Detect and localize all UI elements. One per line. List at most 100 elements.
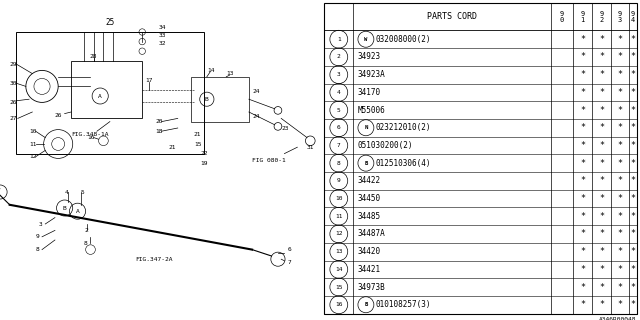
Text: 9
3: 9 3 <box>618 11 622 22</box>
Text: 34923A: 34923A <box>358 70 386 79</box>
Text: B: B <box>364 161 367 166</box>
Text: *: * <box>599 229 604 238</box>
Text: *: * <box>630 106 636 115</box>
Text: *: * <box>580 212 585 221</box>
Text: 24: 24 <box>252 114 260 119</box>
Text: 26: 26 <box>10 100 17 105</box>
Text: 16: 16 <box>87 135 95 140</box>
Text: *: * <box>580 247 585 256</box>
Text: 2: 2 <box>337 54 340 60</box>
Text: 9
0: 9 0 <box>560 11 564 22</box>
Text: *: * <box>630 283 636 292</box>
Text: 21: 21 <box>194 132 202 137</box>
Text: 28: 28 <box>90 53 97 59</box>
Text: *: * <box>618 265 623 274</box>
Text: 19: 19 <box>200 161 208 166</box>
Text: 023212010(2): 023212010(2) <box>376 123 431 132</box>
Text: 34170: 34170 <box>358 88 381 97</box>
Text: 12: 12 <box>335 231 342 236</box>
Text: 12: 12 <box>29 154 36 159</box>
Text: *: * <box>630 88 636 97</box>
Text: 15: 15 <box>194 141 202 147</box>
Text: *: * <box>599 35 604 44</box>
Text: B: B <box>205 97 209 102</box>
Text: *: * <box>599 106 604 115</box>
Text: *: * <box>599 88 604 97</box>
Text: 9: 9 <box>36 234 39 239</box>
Text: *: * <box>630 141 636 150</box>
Text: 012510306(4): 012510306(4) <box>376 159 431 168</box>
Text: *: * <box>630 35 636 44</box>
Text: *: * <box>618 247 623 256</box>
Text: *: * <box>618 70 623 79</box>
Text: 11: 11 <box>335 214 342 219</box>
Text: 8: 8 <box>84 241 88 246</box>
Text: A346R00048: A346R00048 <box>599 317 637 320</box>
Text: FIG.347-2A: FIG.347-2A <box>136 257 173 262</box>
Text: 34422: 34422 <box>358 176 381 185</box>
Text: 9
4: 9 4 <box>630 11 635 22</box>
Text: *: * <box>599 300 604 309</box>
Text: 34923: 34923 <box>358 52 381 61</box>
Bar <box>191 77 249 122</box>
Text: *: * <box>618 106 623 115</box>
Text: *: * <box>580 106 585 115</box>
Text: *: * <box>618 35 623 44</box>
Text: 34973B: 34973B <box>358 283 386 292</box>
Text: W: W <box>364 37 367 42</box>
Text: *: * <box>580 176 585 185</box>
Bar <box>16 32 204 154</box>
Text: 29: 29 <box>10 61 17 67</box>
Text: N: N <box>364 125 367 130</box>
Text: 34421: 34421 <box>358 265 381 274</box>
Text: 10: 10 <box>335 196 342 201</box>
Text: *: * <box>599 194 604 203</box>
Text: 7: 7 <box>337 143 340 148</box>
Text: 34: 34 <box>158 25 166 30</box>
Text: 33: 33 <box>158 33 166 38</box>
Text: *: * <box>630 229 636 238</box>
Text: *: * <box>599 265 604 274</box>
Text: 2: 2 <box>84 228 88 233</box>
Text: 13: 13 <box>335 249 342 254</box>
Text: 17: 17 <box>145 77 153 83</box>
Text: *: * <box>630 159 636 168</box>
Text: *: * <box>580 52 585 61</box>
Text: *: * <box>630 70 636 79</box>
Text: *: * <box>580 283 585 292</box>
Text: *: * <box>580 159 585 168</box>
Text: 1: 1 <box>337 37 340 42</box>
Text: PARTS CORD: PARTS CORD <box>427 12 477 21</box>
Text: *: * <box>618 159 623 168</box>
Text: *: * <box>618 176 623 185</box>
Text: 10: 10 <box>29 129 36 134</box>
Text: *: * <box>580 300 585 309</box>
Text: *: * <box>580 70 585 79</box>
Text: 4: 4 <box>65 189 68 195</box>
Text: 5: 5 <box>337 108 340 113</box>
Text: 14: 14 <box>207 68 214 73</box>
Text: *: * <box>630 247 636 256</box>
Text: *: * <box>618 52 623 61</box>
Text: FIG 080-1: FIG 080-1 <box>252 157 286 163</box>
Text: 5: 5 <box>81 189 84 195</box>
Text: *: * <box>618 212 623 221</box>
Text: *: * <box>618 194 623 203</box>
Text: *: * <box>599 212 604 221</box>
Text: *: * <box>630 176 636 185</box>
Text: *: * <box>630 123 636 132</box>
Text: 7: 7 <box>287 260 291 265</box>
Text: *: * <box>599 52 604 61</box>
Text: 032008000(2): 032008000(2) <box>376 35 431 44</box>
Text: 14: 14 <box>335 267 342 272</box>
Text: *: * <box>618 88 623 97</box>
Text: 15: 15 <box>335 284 342 290</box>
Text: 9
1: 9 1 <box>580 11 585 22</box>
Text: *: * <box>599 176 604 185</box>
Text: *: * <box>599 283 604 292</box>
Text: 4: 4 <box>337 90 340 95</box>
Text: 24: 24 <box>252 89 260 94</box>
Text: 34420: 34420 <box>358 247 381 256</box>
Text: *: * <box>580 265 585 274</box>
Text: 20: 20 <box>155 119 163 124</box>
